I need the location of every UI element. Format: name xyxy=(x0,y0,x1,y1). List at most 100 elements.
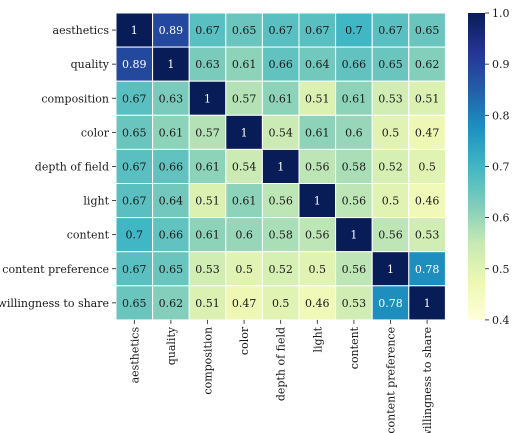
cell-value-label: 0.65 xyxy=(232,24,257,37)
heatmap-cell xyxy=(298,183,337,219)
heatmap-cell xyxy=(152,217,190,253)
cell-value-label: 0.56 xyxy=(378,229,403,242)
heatmap-cell xyxy=(408,80,446,116)
cell-value-label: 0.7 xyxy=(345,24,363,37)
heatmap-cell xyxy=(152,12,190,48)
cell-value-label: 1 xyxy=(350,229,357,242)
cell-value-label: 0.51 xyxy=(415,92,440,105)
column-label: color xyxy=(238,326,251,355)
cell-value-label: 0.78 xyxy=(378,297,403,310)
heatmap-cell xyxy=(371,46,410,82)
heatmap-cell xyxy=(335,251,373,287)
colorbar-tick-label: 0.6 xyxy=(492,212,510,225)
cell-value-label: 1 xyxy=(387,263,394,276)
heatmap-cell xyxy=(115,80,154,116)
cell-value-label: 1 xyxy=(277,160,284,173)
heatmap-cell xyxy=(188,285,227,321)
cell-value-label: 0.53 xyxy=(378,92,403,105)
cell-value-label: 0.58 xyxy=(268,229,293,242)
row-label: willingness to share xyxy=(0,297,109,310)
cell-value-label: 0.61 xyxy=(232,195,257,208)
cell-value-label: 0.67 xyxy=(122,92,147,105)
cell-value-label: 0.53 xyxy=(415,229,440,242)
cell-value-label: 1 xyxy=(241,126,248,139)
cell-value-label: 0.54 xyxy=(268,126,293,139)
heatmap-cells xyxy=(115,12,446,321)
cell-value-label: 0.57 xyxy=(232,92,257,105)
cell-value-label: 0.47 xyxy=(232,297,257,310)
heatmap-cell xyxy=(261,183,300,219)
colorbar-tick-label: 0.9 xyxy=(492,58,510,71)
cell-value-label: 0.63 xyxy=(195,58,220,71)
column-axis: aesthetics quality composition color depth o… xyxy=(128,319,434,433)
heatmap-cell xyxy=(261,285,300,321)
row-label: light xyxy=(83,195,109,208)
cell-value-label: 0.65 xyxy=(415,24,440,37)
cell-value-label: 0.66 xyxy=(342,58,367,71)
column-label: quality xyxy=(165,326,178,365)
heatmap-cell xyxy=(115,148,154,184)
cell-value-label: 0.61 xyxy=(159,126,184,139)
cell-value-label: 0.65 xyxy=(159,263,184,276)
cell-value-label: 0.57 xyxy=(195,126,220,139)
cell-value-label: 0.67 xyxy=(122,160,147,173)
cell-value-label: 0.46 xyxy=(305,297,330,310)
cell-value-label: 0.63 xyxy=(159,92,184,105)
cell-value-label: 0.56 xyxy=(268,195,293,208)
cell-value-label: 0.67 xyxy=(378,24,403,37)
heatmap-cell xyxy=(298,285,337,321)
colorbar-scale xyxy=(468,13,485,320)
cell-value-label: 0.66 xyxy=(159,229,184,242)
cell-value-label: 0.56 xyxy=(342,263,367,276)
column-label: aesthetics xyxy=(128,327,141,384)
heatmap-cell xyxy=(408,183,446,219)
heatmap-cell xyxy=(188,183,227,219)
cell-value-label: 0.7 xyxy=(126,229,144,242)
heatmap-cell xyxy=(335,46,373,82)
cell-value-label: 0.51 xyxy=(305,92,330,105)
cell-value-label: 0.61 xyxy=(305,126,330,139)
cell-value-label: 0.6 xyxy=(235,229,253,242)
cell-value-label: 0.67 xyxy=(268,24,293,37)
column-label: content preference xyxy=(385,327,398,433)
cell-value-label: 0.89 xyxy=(159,24,184,37)
cell-value-label: 0.5 xyxy=(382,195,400,208)
cell-value-label: 0.53 xyxy=(195,263,220,276)
cell-value-label: 0.5 xyxy=(382,126,400,139)
cell-value-label: 0.51 xyxy=(195,195,220,208)
heatmap-cell xyxy=(408,285,446,321)
cell-value-label: 0.54 xyxy=(232,160,257,173)
colorbar: 0.4 0.5 0.6 0.7 0.8 0.9 1.0 xyxy=(468,7,510,327)
heatmap-cell xyxy=(188,251,227,287)
cell-value-label: 0.65 xyxy=(378,58,403,71)
heatmap-cell xyxy=(225,183,263,219)
heatmap-cell xyxy=(298,12,337,48)
cell-value-label: 0.65 xyxy=(122,126,147,139)
cell-value-label: 0.5 xyxy=(235,263,253,276)
heatmap-cell xyxy=(298,251,337,287)
row-axis: aesthetics quality composition color depth o… xyxy=(0,24,116,310)
heatmap-cell xyxy=(115,251,154,287)
cell-value-label: 0.67 xyxy=(305,24,330,37)
cell-value-label: 0.6 xyxy=(345,126,363,139)
cell-value-label: 0.5 xyxy=(309,263,327,276)
row-label: content xyxy=(67,229,110,242)
heatmap-cell xyxy=(335,285,373,321)
colorbar-tick-label: 1.0 xyxy=(492,7,510,20)
cell-value-label: 1 xyxy=(131,24,138,37)
cell-value-label: 0.61 xyxy=(232,58,257,71)
heatmap-cell xyxy=(371,12,410,48)
cell-value-label: 0.67 xyxy=(122,195,147,208)
cell-value-label: 0.46 xyxy=(415,195,440,208)
cell-value-label: 0.66 xyxy=(268,58,293,71)
heatmap-cell xyxy=(408,46,446,82)
cell-value-label: 1 xyxy=(204,92,211,105)
colorbar-tick-label: 0.7 xyxy=(492,160,510,173)
heatmap-cell xyxy=(115,285,154,321)
heatmap-cell xyxy=(188,80,227,116)
row-label: color xyxy=(81,126,110,139)
heatmap-cell xyxy=(152,285,190,321)
column-label: composition xyxy=(202,327,215,395)
heatmap-cell xyxy=(298,148,337,184)
cell-value-label: 0.52 xyxy=(268,263,293,276)
